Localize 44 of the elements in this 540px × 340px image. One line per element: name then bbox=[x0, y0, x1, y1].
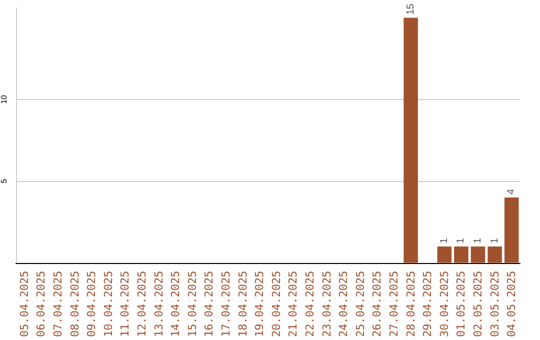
x-tick-label: 16.04.2025 bbox=[202, 270, 216, 338]
x-tick-label: 28.04.2025 bbox=[404, 270, 418, 338]
data-label: 15 bbox=[405, 3, 416, 15]
x-tick-label: 09.04.2025 bbox=[85, 270, 98, 338]
bar bbox=[488, 246, 502, 263]
data-label: 1 bbox=[438, 237, 450, 244]
x-tick-label: 12.04.2025 bbox=[136, 270, 148, 338]
x-tick-label: 04.05.2025 bbox=[505, 270, 518, 338]
bar bbox=[504, 197, 519, 263]
bar bbox=[454, 246, 468, 263]
x-tick-label: 25.04.2025 bbox=[354, 270, 367, 338]
x-tick-label: 22.04.2025 bbox=[304, 270, 316, 338]
x-tick-label: 19.04.2025 bbox=[253, 270, 266, 338]
x-tick-label: 15.04.2025 bbox=[186, 270, 199, 338]
data-label: 4 bbox=[506, 188, 518, 194]
y-tick-label: 10 bbox=[0, 94, 8, 104]
x-tick-label: 13.04.2025 bbox=[152, 270, 166, 338]
x-tick-label: 07.04.2025 bbox=[52, 270, 64, 338]
x-tick-label: 23.04.2025 bbox=[320, 270, 334, 338]
x-tick-label: 10.04.2025 bbox=[102, 270, 115, 338]
bar bbox=[437, 246, 452, 263]
data-label: 1 bbox=[489, 237, 500, 244]
y-tick-label: 5 bbox=[0, 178, 8, 184]
x-tick-label: 21.04.2025 bbox=[286, 270, 300, 338]
x-tick-label: 17.04.2025 bbox=[220, 270, 232, 338]
x-tick-label: 14.04.2025 bbox=[169, 270, 182, 338]
x-tick-label: 26.04.2025 bbox=[370, 270, 384, 338]
x-tick-label: 18.04.2025 bbox=[236, 270, 250, 338]
x-tick-label: 11.04.2025 bbox=[118, 270, 132, 338]
x-tick-label: 24.04.2025 bbox=[337, 270, 350, 338]
x-tick-label: 06.04.2025 bbox=[34, 270, 48, 338]
x-tick-label: 08.04.2025 bbox=[68, 270, 82, 338]
data-label: 1 bbox=[456, 237, 467, 244]
x-tick-label: 27.04.2025 bbox=[388, 270, 400, 338]
x-tick-label: 29.04.2025 bbox=[421, 270, 434, 338]
bar bbox=[404, 18, 418, 263]
x-tick-label: 02.05.2025 bbox=[472, 270, 484, 338]
bar bbox=[470, 246, 486, 263]
x-tick-label: 01.05.2025 bbox=[454, 270, 468, 338]
x-tick-label: 30.04.2025 bbox=[438, 270, 451, 338]
x-tick-label: 05.04.2025 bbox=[18, 270, 31, 338]
x-tick-label: 20.04.2025 bbox=[270, 270, 283, 338]
data-label: 1 bbox=[472, 237, 484, 244]
x-tick-label: 03.05.2025 bbox=[488, 270, 502, 338]
